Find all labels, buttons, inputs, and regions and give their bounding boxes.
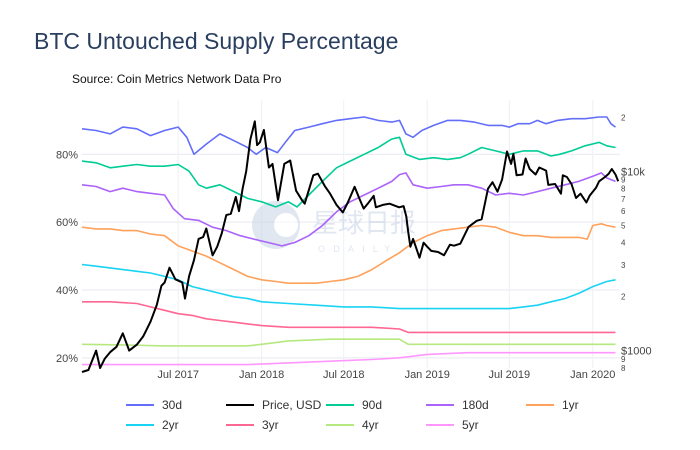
y-right-tick-label: 2 [621, 293, 626, 302]
legend-label: 3yr [262, 418, 279, 432]
legend-label: 4yr [362, 418, 379, 432]
y-left-tick-label: 80% [56, 149, 78, 161]
y-right-tick-label: 3 [621, 261, 626, 270]
x-tick-label: Jan 2018 [239, 369, 284, 381]
y-right-tick-label: $10k [621, 166, 645, 178]
y-left-tick-label: 60% [56, 217, 78, 229]
y-right-tick-label: 6 [621, 207, 626, 216]
x-tick-label: Jul 2018 [323, 369, 365, 381]
legend-item-30d[interactable]: 30d [126, 398, 182, 412]
y-right-tick-label: 8 [621, 364, 626, 373]
legend-item-4yr[interactable]: 4yr [326, 418, 379, 432]
legend: 30d Price, USD 90d 180d 1yr 2yr 3yr 4yr 5yr [126, 398, 579, 432]
legend-item-5yr[interactable]: 5yr [426, 418, 479, 432]
y-right-tick-label: 2 [621, 113, 626, 122]
legend-label: 2yr [162, 418, 179, 432]
y-right-tick-label: 5 [621, 221, 626, 230]
series-line-price-usd [81, 120, 620, 373]
series-line-2yr [81, 263, 616, 310]
series-line-5yr [82, 351, 616, 366]
y-right-tick-label: $1000 [621, 346, 652, 358]
legend-item-180d[interactable]: 180d [426, 398, 489, 412]
series-line-90d [81, 136, 616, 208]
legend-label: 1yr [562, 398, 579, 412]
x-tick-label: Jul 2019 [489, 369, 531, 381]
series-line-30d [81, 116, 616, 156]
axis-labels: 20% 40% 60% 80% Jul 2017 Jan 2018 Jul 2018 Jan … [56, 113, 652, 381]
series-line-3yr [82, 300, 616, 334]
y-right-tick-label: 4 [621, 239, 626, 248]
y-right-tick-label: 9 [621, 355, 626, 364]
chart-title: BTC Untouched Supply Percentage [34, 28, 399, 54]
y-right-tick-label: 9 [621, 176, 626, 185]
x-tick-label: Jan 2019 [405, 369, 450, 381]
y-right-tick-label: 8 [621, 185, 626, 194]
legend-item-1yr[interactable]: 1yr [526, 398, 579, 412]
watermark-logo: 星球日报 ODAILY [252, 201, 416, 255]
series-line-1yr [81, 223, 616, 285]
y-right-tick-label: 7 [621, 195, 626, 204]
x-tick-label: Jul 2017 [157, 369, 199, 381]
y-left-tick-label: 20% [56, 353, 78, 365]
chart-source: Source: Coin Metrics Network Data Pro [72, 72, 282, 86]
legend-label: 30d [162, 398, 182, 412]
legend-label: 5yr [462, 418, 479, 432]
series-lines [81, 116, 620, 373]
series-line-4yr [81, 338, 616, 347]
legend-item-2yr[interactable]: 2yr [126, 418, 179, 432]
legend-item-3yr[interactable]: 3yr [226, 418, 279, 432]
legend-label: 90d [362, 398, 382, 412]
legend-label: 180d [462, 398, 489, 412]
watermark-inner-circle-icon [274, 213, 298, 237]
watermark-subtext: ODAILY [318, 245, 398, 255]
legend-item-price-usd[interactable]: Price, USD [226, 398, 322, 412]
x-tick-label: Jan 2020 [570, 369, 615, 381]
series-line-180d [81, 172, 616, 247]
legend-label: Price, USD [262, 398, 322, 412]
y-left-tick-label: 40% [56, 285, 78, 297]
legend-item-90d[interactable]: 90d [326, 398, 382, 412]
watermark-text: 星球日报 [312, 209, 416, 239]
